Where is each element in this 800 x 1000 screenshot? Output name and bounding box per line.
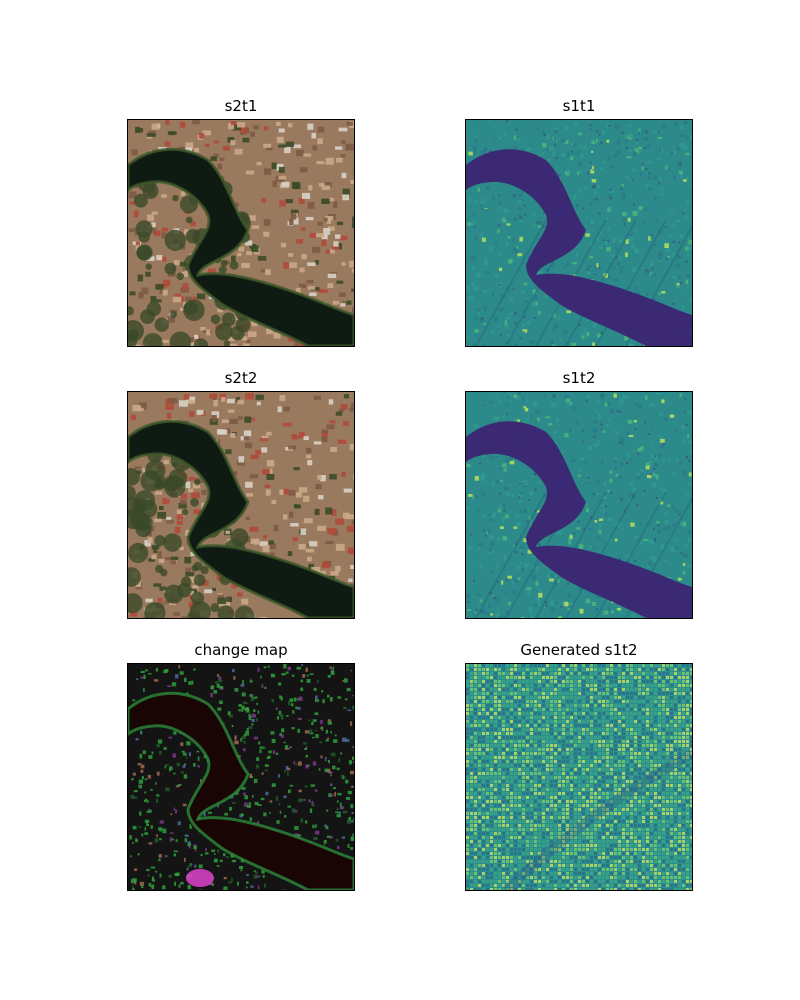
image-canvas-generated-s1t2	[466, 664, 692, 890]
panel-title-s2t2: s2t2	[224, 369, 258, 387]
image-canvas-change-map	[128, 664, 354, 890]
image-canvas-s1t1	[466, 120, 692, 346]
panel-title-s1t1: s1t1	[562, 97, 596, 115]
image-canvas-s1t2	[466, 392, 692, 618]
sar-image-s1t1	[465, 119, 693, 347]
optical-image-s2t2	[127, 391, 355, 619]
panel-title-s1t2: s1t2	[562, 369, 596, 387]
panel-title-change-map: change map	[194, 641, 288, 659]
generated-s1t2-image	[465, 663, 693, 891]
panel-title-s2t1: s2t1	[224, 97, 258, 115]
image-canvas-s2t2	[128, 392, 354, 618]
change-map-image	[127, 663, 355, 891]
image-canvas-s2t1	[128, 120, 354, 346]
optical-image-s2t1	[127, 119, 355, 347]
panel-title-generated-s1t2: Generated s1t2	[520, 641, 638, 659]
sar-image-s1t2	[465, 391, 693, 619]
